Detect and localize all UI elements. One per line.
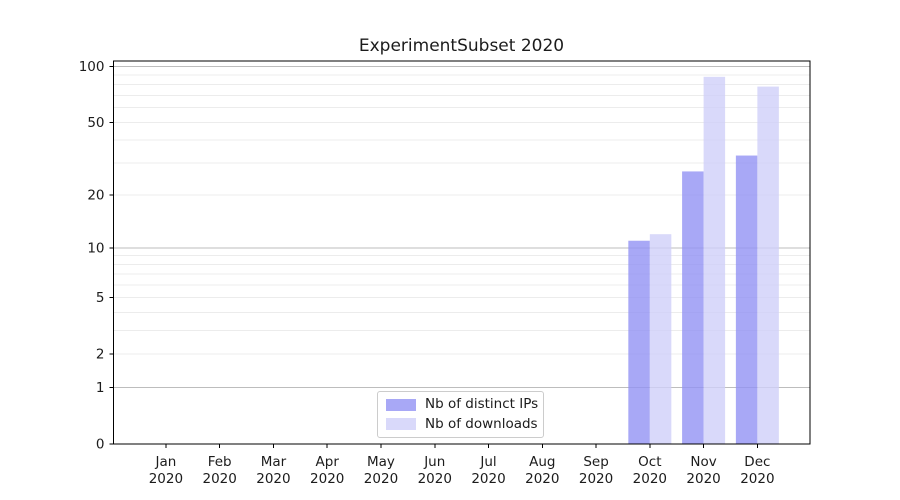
x-tick-label-year: 2020 bbox=[471, 471, 505, 487]
legend-label-downloads: Nb of downloads bbox=[425, 415, 538, 432]
x-tick-label-year: 2020 bbox=[418, 471, 452, 487]
y-tick-label: 100 bbox=[79, 59, 105, 75]
bar-oct-downloads bbox=[649, 234, 672, 444]
y-tick-label: 0 bbox=[96, 437, 105, 453]
x-tick-label-month: Jan bbox=[154, 454, 176, 470]
x-tick-label-month: Mar bbox=[261, 454, 287, 470]
x-tick-label-month: Jun bbox=[423, 454, 445, 470]
x-tick-label-year: 2020 bbox=[202, 471, 236, 487]
bar-nov-downloads bbox=[703, 76, 726, 445]
x-tick-label-month: Feb bbox=[208, 454, 232, 470]
x-tick-label-month: Dec bbox=[744, 454, 770, 470]
x-tick-label-year: 2020 bbox=[525, 471, 559, 487]
bar-dec-distinct-ips bbox=[735, 155, 758, 444]
legend-item-distinct-ips: Nb of distinct IPs bbox=[386, 397, 538, 412]
x-tick-label-month: Oct bbox=[638, 454, 661, 470]
x-tick-label-month: Apr bbox=[316, 454, 340, 470]
legend-label-distinct-ips: Nb of distinct IPs bbox=[425, 396, 539, 412]
x-tick-label-month: Aug bbox=[529, 454, 555, 470]
plot-border bbox=[113, 60, 811, 445]
chart-title: ExperimentSubset 2020 bbox=[358, 36, 565, 56]
legend-swatch-distinct-ips bbox=[386, 398, 416, 411]
legend-swatch-downloads bbox=[386, 418, 416, 431]
y-tick-label: 2 bbox=[96, 347, 105, 363]
x-tick-label-month: Sep bbox=[583, 454, 608, 470]
bar-dec-downloads bbox=[757, 86, 779, 445]
x-tick-label-year: 2020 bbox=[310, 471, 344, 487]
y-tick-label: 5 bbox=[96, 290, 105, 306]
x-tick-label-year: 2020 bbox=[256, 471, 290, 487]
x-tick-label-month: Nov bbox=[690, 454, 716, 470]
y-tick-label: 10 bbox=[87, 240, 104, 256]
x-tick-label-year: 2020 bbox=[686, 471, 720, 487]
x-tick-label-year: 2020 bbox=[364, 471, 398, 487]
bar-nov-distinct-ips bbox=[682, 171, 704, 444]
legend: Nb of distinct IPs Nb of downloads bbox=[377, 391, 544, 438]
x-tick-label-month: May bbox=[367, 454, 395, 470]
x-tick-label-month: Jul bbox=[479, 454, 496, 470]
legend-item-downloads: Nb of downloads bbox=[386, 417, 538, 432]
x-tick-label-year: 2020 bbox=[633, 471, 667, 487]
y-tick-label: 1 bbox=[96, 380, 105, 396]
y-tick-label: 20 bbox=[87, 187, 104, 203]
x-tick-label-year: 2020 bbox=[740, 471, 774, 487]
x-tick-label-year: 2020 bbox=[579, 471, 613, 487]
x-tick-label-year: 2020 bbox=[149, 471, 183, 487]
y-tick-label: 50 bbox=[87, 115, 104, 131]
bar-oct-distinct-ips bbox=[628, 240, 650, 444]
